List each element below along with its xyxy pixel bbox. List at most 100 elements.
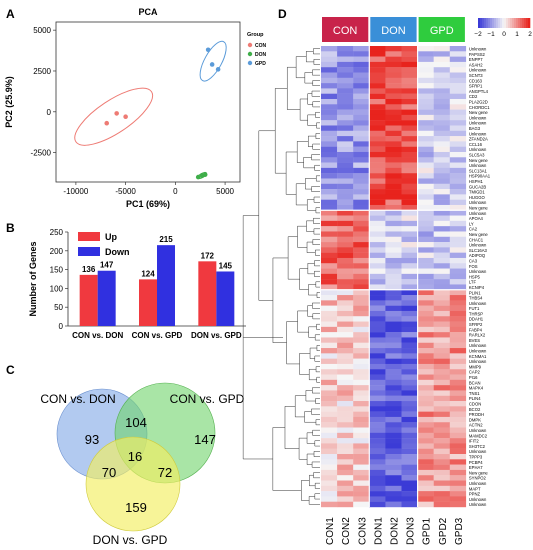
heatmap-cell [369,448,386,455]
heatmap-cell [401,77,418,84]
venn-region-all-three: 16 [128,449,142,464]
heatmap-cell [417,109,434,116]
dendrogram-branch [306,241,316,253]
dendrogram-branch [313,48,320,55]
heatmap-cell [321,443,338,449]
heatmap-cell [321,310,338,317]
heatmap-cell [449,379,467,386]
heatmap-cell [433,385,450,391]
heatmap-cell [369,167,386,174]
heatmap-cell [337,422,354,428]
heatmap-cell [401,194,418,200]
dendrogram-branch [311,154,320,161]
heatmap-cell [337,83,354,89]
heatmap-cell [417,491,434,497]
pca-legend-label: GPD [255,61,266,67]
dendrogram-branch [314,334,320,341]
heatmap-row-label: Unknown [469,449,487,454]
heatmap-cell [369,136,386,142]
heatmap-cell [449,109,467,116]
heatmap-cell [369,300,386,306]
heatmap-cell [385,77,402,84]
heatmap-cell [401,464,418,471]
dendrogram-branch [311,408,320,415]
bar-legend-swatch [78,232,100,241]
heatmap-cell [385,236,402,243]
heatmap-cell [353,401,370,407]
heatmap-cell [401,242,418,248]
heatmap-cell [401,348,418,354]
heatmap-cell [433,93,450,100]
heatmap-row-label: MAPK4 [469,386,484,391]
heatmap-cell [449,432,467,439]
heatmap-row-label: CAP2 [469,370,481,375]
heatmap-cell [417,189,434,195]
bar-y-tick-label: 150 [50,266,64,275]
heatmap-cell [337,136,354,142]
heatmap-cell [417,114,434,121]
heatmap-row-label: SCNT3 [469,73,483,78]
bar-value-label: 124 [141,269,155,278]
heatmap-cell [385,295,402,301]
heatmap-cell [433,146,450,153]
heatmap-cell [433,348,450,354]
heatmap-row-label: HUGGO [469,195,486,200]
heatmap-cell [321,109,338,116]
heatmap-cell [353,268,370,275]
heatmap-row-label: KCNMA1 [469,354,487,359]
heatmap-cell [417,443,434,449]
heatmap-cell [385,252,402,259]
heatmap-cell [337,438,354,444]
dendrogram-branch [299,268,309,290]
heatmap-cell [337,385,354,391]
heatmap-cell [385,130,402,137]
heatmap-cell [353,310,370,317]
heatmap-cell [353,46,370,52]
heatmap-cell [417,263,434,269]
heatmap-cell [417,326,434,333]
color-scale-step [528,18,531,28]
heatmap-cell [449,422,467,428]
heatmap-cell [385,220,402,227]
heatmap-cell [321,491,338,497]
heatmap-column-label: DON1 [373,517,384,545]
dendrogram-branch [304,411,316,423]
heatmap-row-label: Unknown [469,502,487,507]
heatmap-cell [449,485,467,492]
dendrogram-branch [314,482,320,489]
heatmap-row-label: HSPH1 [469,179,484,184]
heatmap-cell [417,438,434,444]
heatmap-cell [401,326,418,333]
heatmap-cell [369,173,386,179]
heatmap-cell [337,51,354,57]
heatmap-cell [417,432,434,439]
heatmap-cell [401,363,418,370]
heatmap-cell [337,326,354,333]
heatmap-cell [433,310,450,317]
heatmap-cell [353,469,370,476]
heatmap-cell [433,443,450,449]
heatmap-cell [449,459,467,465]
dendrogram-branch [296,141,309,163]
heatmap-cell [385,279,402,285]
heatmap-cell [401,125,418,131]
dendrogram-branch [312,101,320,108]
heatmap-cell [449,374,467,381]
heatmap-cell [449,231,467,237]
heatmap-row-label: PLIN1 [469,290,481,295]
heatmap-cell [401,390,418,396]
heatmap-cell [417,51,434,57]
heatmap-cell [321,348,338,354]
dendrogram-branch [299,353,311,375]
color-scale-step [486,18,489,28]
bar-value-label: 147 [100,261,114,270]
group-bar-don [370,17,417,42]
heatmap-cell [385,204,402,211]
heatmap-cell [417,236,434,243]
heatmap-cell [433,247,450,253]
heatmap-cell [417,178,434,184]
dendrogram-branch [316,345,320,351]
heatmap-cell [321,125,338,131]
heatmap-cell [337,332,354,338]
heatmap-cell [449,263,467,269]
